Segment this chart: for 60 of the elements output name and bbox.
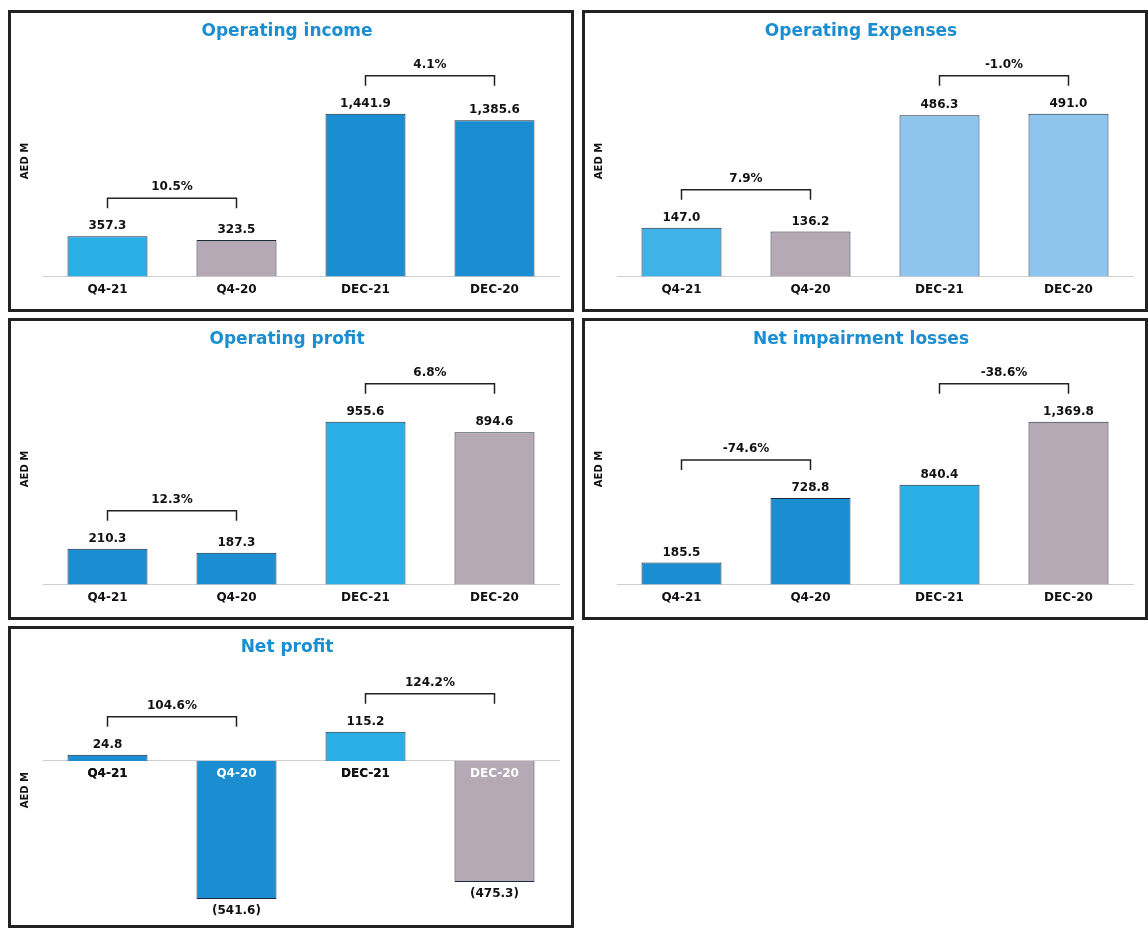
x-tick-label: Q4-20 — [790, 589, 831, 604]
data-label: 894.6 — [475, 414, 514, 429]
text: -38.6% — [980, 364, 1028, 379]
x-tick-label: Q4-21 — [661, 589, 702, 604]
y-axis-title: AED M — [18, 772, 30, 809]
x-tick-label: Q4-21 — [87, 281, 128, 296]
chart-title: Operating profit — [209, 327, 365, 348]
data-label: 728.8 — [791, 480, 830, 495]
chart-title: Net impairment losses — [753, 327, 969, 348]
x-tick-label: DEC-21 — [915, 281, 964, 296]
annotation: 7.9% — [729, 170, 763, 185]
data-label: 24.8 — [92, 736, 123, 751]
y-axis-title: AED M — [18, 142, 30, 180]
data-label: 147.0 — [662, 209, 701, 224]
chart-title: Operating Expenses — [764, 19, 958, 40]
data-label: 210.3 — [88, 530, 127, 545]
data-label: 955.6 — [346, 403, 385, 418]
data-label: 323.5 — [217, 222, 256, 237]
data-label: 1,441.9 — [340, 95, 391, 110]
chart-title: Operating income — [201, 19, 373, 40]
x-tick-label: DEC-20 — [1044, 281, 1093, 296]
data-label: 840.4 — [920, 466, 959, 481]
data-label: 486.3 — [920, 97, 959, 112]
x-tick-label: DEC-20 — [1044, 589, 1093, 604]
y-axis-title: AED M — [18, 450, 30, 488]
text: 104.6% — [147, 697, 197, 712]
x-tick-label: DEC-20 — [470, 281, 519, 296]
y-axis-title: AED M — [592, 450, 604, 488]
data-label: 491.0 — [1049, 95, 1088, 110]
data-label: 185.5 — [662, 544, 701, 559]
x-tick-label: Q4-21 — [87, 589, 128, 604]
x-tick-label: Q4-20 — [216, 281, 257, 296]
x-tick-label: DEC-20 — [470, 589, 519, 604]
x-tick-label: DEC-20 — [470, 766, 519, 781]
x-tick-label: DEC-21 — [341, 589, 390, 604]
annotation: 12.3% — [151, 491, 193, 506]
data-label: 1,385.6 — [469, 102, 520, 117]
chart-title: Net profit — [240, 635, 334, 656]
y-axis-title: AED M — [592, 142, 604, 180]
data-label: 136.2 — [791, 213, 830, 228]
x-tick-label: Q4-20 — [216, 766, 257, 781]
data-label: 187.3 — [217, 534, 256, 549]
data-label: 357.3 — [88, 218, 127, 233]
text: 4.1% — [413, 56, 447, 71]
annotation: -74.6% — [722, 441, 770, 456]
x-tick-label: Q4-21 — [661, 281, 702, 296]
data-label: (541.6) — [212, 903, 261, 918]
x-tick-label: Q4-21 — [87, 766, 128, 781]
x-tick-label: Q4-20 — [790, 281, 831, 296]
annotation: 10.5% — [151, 179, 193, 194]
x-tick-label: DEC-21 — [341, 766, 390, 781]
x-tick-label: DEC-21 — [915, 589, 964, 604]
text: 6.8% — [413, 364, 447, 379]
text: 124.2% — [405, 674, 455, 689]
text: -1.0% — [984, 56, 1024, 71]
data-label: 115.2 — [346, 713, 385, 728]
data-label: (475.3) — [470, 886, 519, 901]
x-tick-label: DEC-21 — [341, 281, 390, 296]
x-tick-label: Q4-20 — [216, 589, 257, 604]
data-label: 1,369.8 — [1043, 403, 1094, 418]
